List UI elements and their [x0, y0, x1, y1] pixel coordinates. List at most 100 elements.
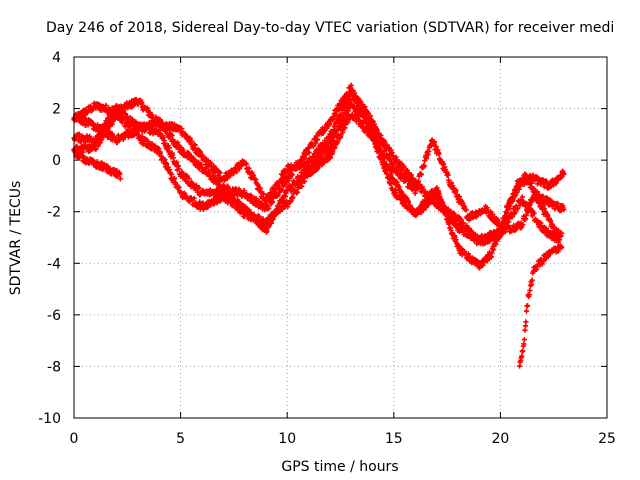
- y-tick-label: -6: [47, 308, 61, 324]
- data-point-marker: [371, 122, 377, 128]
- data-point-marker: [146, 139, 152, 145]
- data-point-marker: [555, 227, 561, 233]
- data-point-marker: [181, 190, 188, 196]
- data-point-marker: [346, 90, 353, 96]
- data-point-marker: [484, 258, 491, 264]
- series-track-6: [516, 243, 565, 369]
- data-point-marker: [561, 171, 567, 177]
- data-point-marker: [253, 196, 259, 202]
- data-point-marker: [186, 175, 192, 182]
- data-point-marker: [179, 126, 185, 132]
- data-point-marker: [388, 180, 394, 187]
- data-point-marker: [408, 172, 414, 178]
- x-axis-label: GPS time / hours: [281, 459, 398, 475]
- data-point-marker: [162, 157, 168, 163]
- data-point-marker: [453, 187, 459, 193]
- data-point-marker: [464, 223, 470, 229]
- data-point-marker: [266, 205, 272, 212]
- data-point-marker: [558, 207, 564, 214]
- data-point-marker: [437, 193, 443, 199]
- data-point-marker: [333, 111, 339, 117]
- data-point-marker: [458, 217, 464, 223]
- data-point-marker: [423, 155, 430, 162]
- data-point-marker: [367, 113, 374, 119]
- data-point-marker: [378, 154, 385, 160]
- data-point-marker: [327, 121, 333, 128]
- data-point-marker: [434, 185, 440, 191]
- data-point-marker: [176, 166, 182, 172]
- data-point-marker: [348, 82, 354, 88]
- data-point-marker: [93, 146, 99, 153]
- data-point-marker: [380, 159, 386, 165]
- data-point-marker: [521, 341, 527, 347]
- x-tick-label: 10: [278, 431, 296, 447]
- y-tick-label: 0: [52, 153, 61, 169]
- data-point-marker: [555, 200, 561, 206]
- data-point-marker: [330, 149, 336, 155]
- data-point-marker: [217, 179, 223, 185]
- data-point-marker: [506, 219, 512, 225]
- data-point-marker: [502, 213, 509, 219]
- data-points: [71, 82, 567, 369]
- data-point-marker: [521, 336, 527, 343]
- data-point-marker: [156, 146, 162, 152]
- data-point-marker: [221, 190, 227, 196]
- data-point-marker: [522, 327, 528, 333]
- data-point-marker: [174, 159, 180, 165]
- data-point-marker: [440, 199, 446, 206]
- data-point-marker: [431, 139, 438, 145]
- data-point-marker: [370, 132, 376, 138]
- data-point-marker: [547, 218, 554, 224]
- data-point-marker: [459, 245, 465, 252]
- data-point-marker: [490, 246, 497, 253]
- data-point-marker: [514, 190, 520, 196]
- chart-title: Day 246 of 2018, Sidereal Day-to-day VTE…: [46, 20, 614, 36]
- data-point-marker: [559, 245, 565, 251]
- data-point-marker: [524, 303, 531, 309]
- y-axis-label: SDTVAR / TECUs: [8, 181, 24, 296]
- data-point-marker: [278, 187, 285, 193]
- data-point-marker: [519, 181, 526, 187]
- data-point-marker: [114, 108, 120, 114]
- data-point-marker: [443, 209, 449, 215]
- data-point-marker: [117, 176, 123, 182]
- data-point-marker: [234, 169, 240, 175]
- data-point-marker: [299, 183, 305, 189]
- data-point-marker: [301, 155, 308, 161]
- data-point-marker: [342, 96, 349, 103]
- data-point-marker: [421, 163, 427, 169]
- data-point-marker: [436, 151, 442, 157]
- data-point-marker: [289, 172, 295, 178]
- data-point-marker: [489, 250, 495, 256]
- data-point-marker: [191, 195, 197, 201]
- data-point-marker: [348, 97, 354, 104]
- data-point-marker: [448, 208, 454, 215]
- data-point-marker: [440, 161, 447, 167]
- y-tick-label: 2: [52, 102, 61, 118]
- data-point-marker: [365, 117, 371, 123]
- data-point-marker: [553, 180, 559, 186]
- x-tick-labels: 0 5 10 15 20 25: [70, 431, 616, 447]
- y-tick-label: -10: [38, 411, 61, 427]
- data-point-marker: [116, 105, 123, 111]
- data-point-marker: [523, 212, 529, 218]
- data-point-marker: [378, 132, 384, 138]
- data-point-marker: [103, 129, 110, 135]
- data-point-marker: [386, 173, 392, 179]
- series-track-5: [71, 147, 123, 182]
- data-point-marker: [314, 136, 321, 143]
- data-point-marker: [294, 189, 300, 195]
- data-point-marker: [448, 180, 455, 186]
- data-point-marker: [525, 202, 531, 208]
- data-point-marker: [139, 99, 145, 106]
- data-point-marker: [94, 122, 101, 128]
- data-point-marker: [232, 200, 238, 206]
- data-point-marker: [140, 141, 147, 147]
- data-point-marker: [526, 177, 532, 183]
- data-point-marker: [345, 119, 351, 126]
- data-point-marker: [523, 308, 530, 314]
- data-point-marker: [528, 180, 535, 186]
- data-point-marker: [196, 185, 202, 191]
- data-point-marker: [425, 198, 431, 204]
- data-point-marker: [417, 209, 423, 215]
